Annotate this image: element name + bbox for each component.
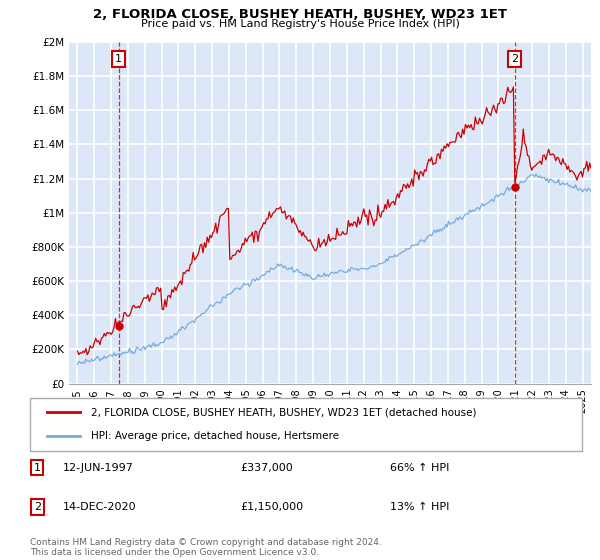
FancyBboxPatch shape bbox=[30, 398, 582, 451]
Text: 1: 1 bbox=[115, 54, 122, 64]
Text: HPI: Average price, detached house, Hertsmere: HPI: Average price, detached house, Hert… bbox=[91, 431, 339, 441]
Text: 1: 1 bbox=[34, 463, 41, 473]
Text: 2: 2 bbox=[34, 502, 41, 512]
Text: £1,150,000: £1,150,000 bbox=[240, 502, 303, 512]
Text: Contains HM Land Registry data © Crown copyright and database right 2024.
This d: Contains HM Land Registry data © Crown c… bbox=[30, 538, 382, 557]
Text: 12-JUN-1997: 12-JUN-1997 bbox=[63, 463, 134, 473]
Text: 66% ↑ HPI: 66% ↑ HPI bbox=[390, 463, 449, 473]
Text: £337,000: £337,000 bbox=[240, 463, 293, 473]
Text: 14-DEC-2020: 14-DEC-2020 bbox=[63, 502, 137, 512]
Text: 13% ↑ HPI: 13% ↑ HPI bbox=[390, 502, 449, 512]
Text: 2, FLORIDA CLOSE, BUSHEY HEATH, BUSHEY, WD23 1ET: 2, FLORIDA CLOSE, BUSHEY HEATH, BUSHEY, … bbox=[93, 8, 507, 21]
Text: 2, FLORIDA CLOSE, BUSHEY HEATH, BUSHEY, WD23 1ET (detached house): 2, FLORIDA CLOSE, BUSHEY HEATH, BUSHEY, … bbox=[91, 408, 476, 418]
Text: 2: 2 bbox=[511, 54, 518, 64]
Text: Price paid vs. HM Land Registry's House Price Index (HPI): Price paid vs. HM Land Registry's House … bbox=[140, 19, 460, 29]
